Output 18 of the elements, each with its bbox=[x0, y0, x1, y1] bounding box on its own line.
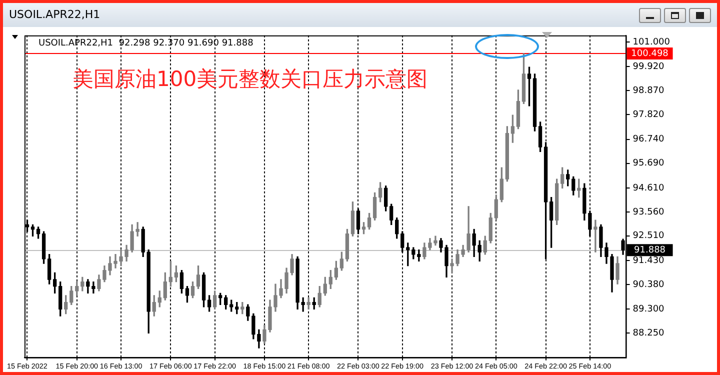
y-tick-label: 92.510 bbox=[632, 231, 665, 242]
annotation: USOIL.APR22,H1 92.298 92.370 91.690 91.888 bbox=[38, 38, 254, 49]
y-tick-label: 97.820 bbox=[632, 110, 665, 120]
text: USOIL.APR22,H1 bbox=[9, 8, 100, 21]
y-tick-label: 96.740 bbox=[632, 134, 665, 145]
y-tick-label: 101.000 bbox=[632, 37, 670, 48]
y-tick-label: 98.870 bbox=[632, 86, 665, 96]
y-tick-label: 99.920 bbox=[632, 62, 665, 72]
y-tick-label: 90.380 bbox=[632, 280, 665, 290]
y-tick-label: 88.250 bbox=[632, 328, 665, 338]
y-tick-label: 94.610 bbox=[632, 183, 665, 194]
ref-line-label: 100.498 bbox=[631, 48, 669, 59]
y-tick-label: 89.300 bbox=[632, 304, 665, 315]
y-tick-label: 95.690 bbox=[632, 158, 665, 169]
y-tick-label: 91.430 bbox=[632, 256, 665, 266]
ref-line-label: 91.888 bbox=[634, 245, 666, 256]
text: 美国原油100美元整数关口压力示意图 bbox=[72, 66, 428, 91]
y-tick-label: 93.560 bbox=[632, 207, 665, 218]
